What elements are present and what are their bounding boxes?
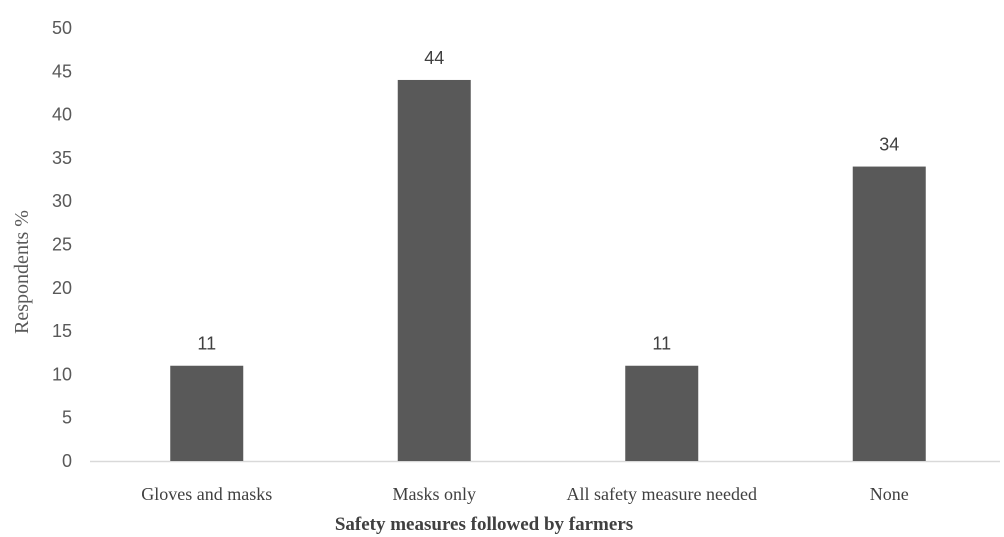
y-tick-label: 0: [62, 451, 72, 471]
bar: [852, 166, 926, 461]
data-labels: 11 44 11 34: [197, 48, 899, 354]
y-tick-label: 35: [52, 148, 72, 168]
data-label: 11: [197, 334, 216, 354]
bars: [170, 79, 926, 462]
bar: [625, 365, 699, 461]
y-tick-label: 10: [52, 364, 72, 384]
data-label: 44: [424, 48, 444, 68]
x-axis-title: Safety measures followed by farmers: [335, 514, 633, 535]
y-tick-label: 45: [52, 61, 72, 81]
data-label: 34: [879, 135, 899, 155]
y-tick-label: 40: [52, 105, 72, 125]
bar: [170, 365, 244, 461]
y-tick-label: 30: [52, 191, 72, 211]
category-label: None: [870, 484, 909, 504]
y-tick-label: 15: [52, 321, 72, 341]
data-label: 11: [652, 334, 671, 354]
y-tick-label: 50: [52, 18, 72, 38]
y-axis-title: Respondents %: [11, 210, 33, 334]
y-tick-label: 5: [62, 408, 72, 428]
y-axis-ticks: 0 5 10 15 20 25 30 35 40 45 50: [52, 18, 72, 471]
y-tick-label: 25: [52, 235, 72, 255]
bar: [397, 79, 471, 462]
category-label: Masks only: [392, 484, 476, 504]
category-label: All safety measure needed: [567, 484, 757, 504]
category-labels: Gloves and masks Masks only All safety mea…: [141, 484, 908, 504]
y-tick-label: 20: [52, 278, 72, 298]
category-label: Gloves and masks: [141, 484, 272, 504]
